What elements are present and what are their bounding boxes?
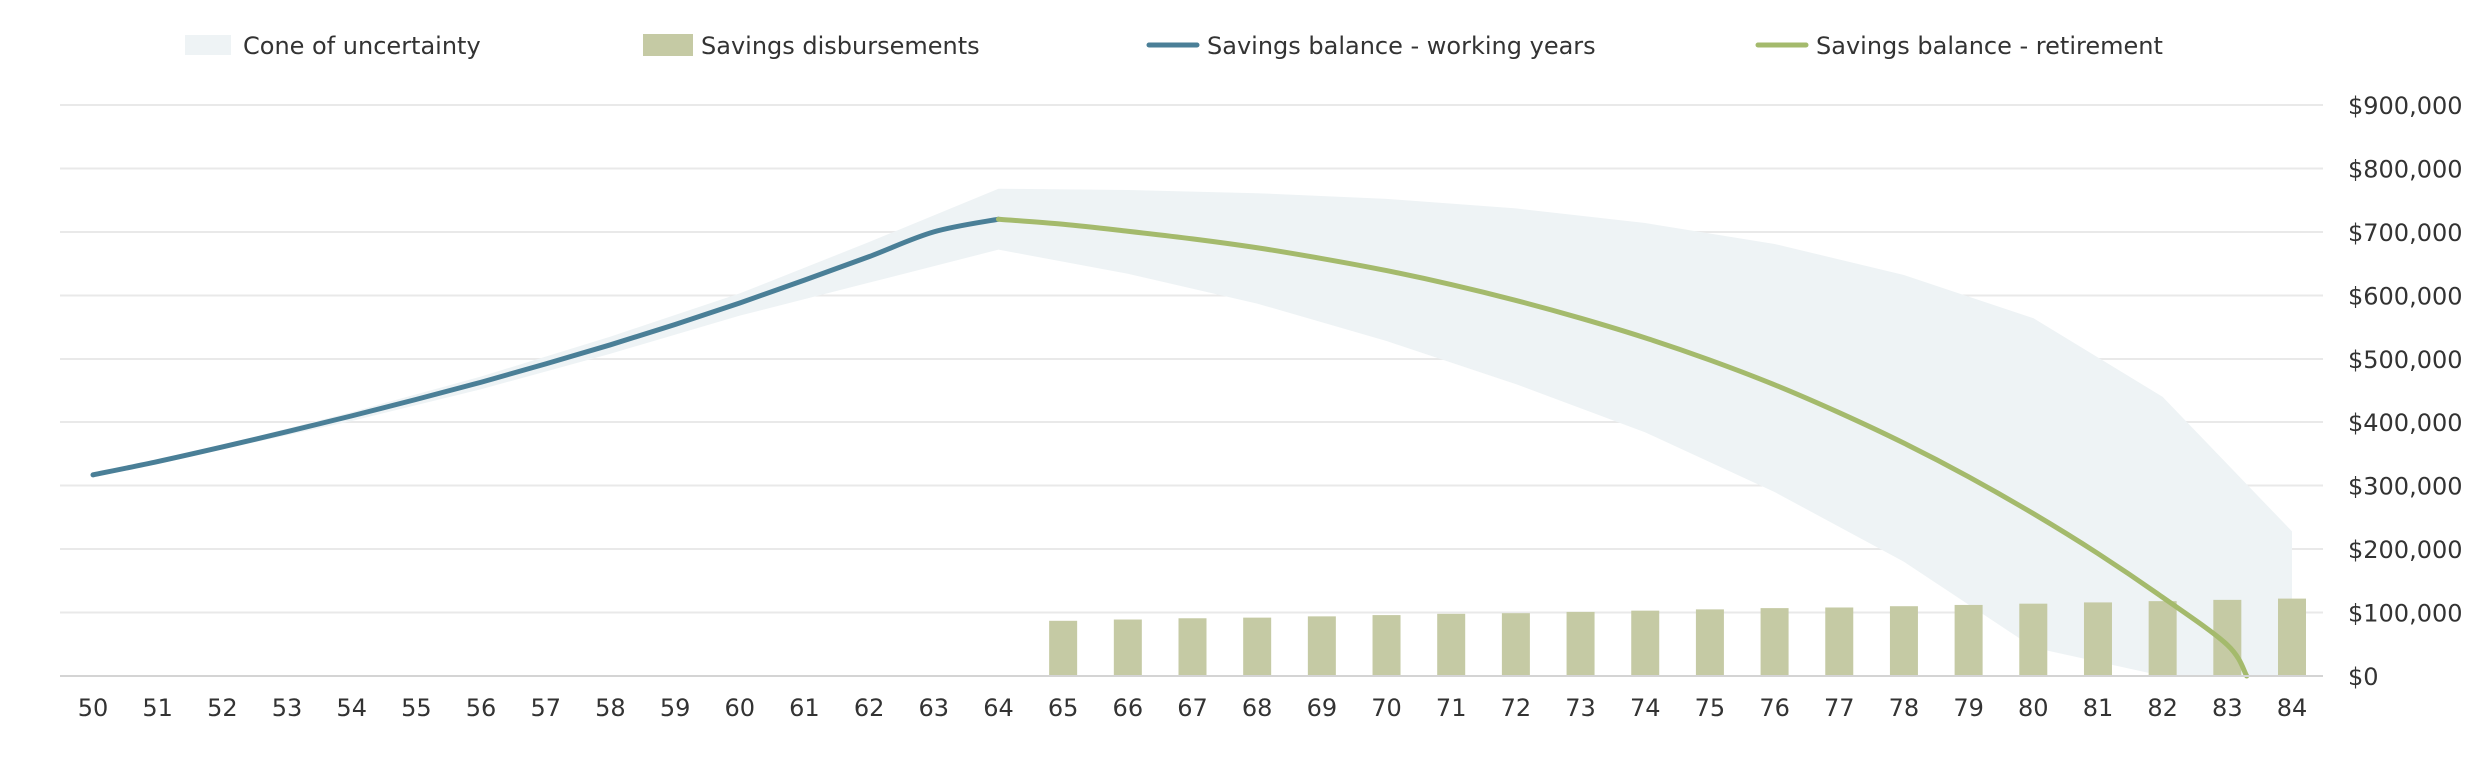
disbursement-bar-80	[2019, 603, 2048, 676]
disbursement-bar-67	[1178, 618, 1207, 676]
disbursement-bars	[1049, 598, 2306, 676]
disbursement-bar-76	[1760, 608, 1789, 676]
x-tick-label-59: 59	[660, 694, 691, 722]
disbursement-bar-79	[1954, 604, 1983, 676]
disbursement-bar-74	[1631, 610, 1660, 676]
legend-swatch-cone	[185, 35, 231, 55]
legend-label-disbursements: Savings disbursements	[701, 32, 980, 60]
x-tick-label-56: 56	[466, 694, 497, 722]
x-tick-label-54: 54	[336, 694, 367, 722]
disbursement-bar-70	[1372, 615, 1401, 676]
x-tick-label-71: 71	[1436, 694, 1467, 722]
y-tick-label-9: $900,000	[2348, 92, 2463, 120]
legend-item-working: Savings balance - working years	[1146, 32, 1596, 60]
x-tick-label-75: 75	[1695, 694, 1726, 722]
y-axis: $0 $100,000 $200,000 $300,000 $400,000 $500,0…	[2348, 92, 2463, 691]
x-axis: 50 51 52 53 54 55 56 57 58 59 60 61 62 63 64 65 66 67 68 69…	[60, 675, 2323, 722]
legend-label-working: Savings balance - working years	[1207, 32, 1596, 60]
disbursement-bar-82	[2148, 601, 2177, 676]
x-tick-label-64: 64	[983, 694, 1014, 722]
x-tick-label-79: 79	[1953, 694, 1984, 722]
x-tick-label-52: 52	[207, 694, 238, 722]
x-tick-label-60: 60	[724, 694, 755, 722]
disbursement-bar-75	[1695, 609, 1724, 676]
y-tick-label-8: $800,000	[2348, 155, 2463, 183]
x-tick-label-69: 69	[1307, 694, 1338, 722]
x-tick-label-82: 82	[2147, 694, 2178, 722]
disbursement-bar-72	[1501, 613, 1530, 676]
y-tick-label-3: $300,000	[2348, 473, 2463, 501]
x-tick-label-80: 80	[2018, 694, 2049, 722]
x-tick-label-57: 57	[530, 694, 561, 722]
disbursement-bar-69	[1307, 616, 1336, 676]
x-tick-label-65: 65	[1048, 694, 1079, 722]
legend-label-cone: Cone of uncertainty	[243, 32, 481, 60]
balance-lines	[90, 216, 2250, 679]
legend-label-retirement: Savings balance - retirement	[1816, 32, 2163, 60]
x-tick-label-62: 62	[854, 694, 885, 722]
x-tick-label-58: 58	[595, 694, 626, 722]
x-tick-label-77: 77	[1824, 694, 1855, 722]
retirement-balance-line	[995, 216, 2250, 679]
x-tick-label-73: 73	[1565, 694, 1596, 722]
disbursement-bar-65	[1049, 620, 1078, 676]
x-tick-label-76: 76	[1759, 694, 1790, 722]
legend: Cone of uncertainty Savings disbursements…	[185, 32, 2163, 60]
y-tick-label-0: $0	[2348, 663, 2379, 691]
working-years-balance-line	[90, 216, 1001, 478]
y-tick-label-7: $700,000	[2348, 219, 2463, 247]
disbursement-bar-71	[1437, 613, 1466, 676]
disbursement-bar-81	[2083, 602, 2112, 676]
x-tick-label-67: 67	[1177, 694, 1208, 722]
disbursement-bar-73	[1566, 611, 1595, 676]
x-tick-label-55: 55	[401, 694, 432, 722]
legend-item-cone: Cone of uncertainty	[185, 32, 481, 60]
y-tick-label-5: $500,000	[2348, 346, 2463, 374]
x-tick-label-74: 74	[1630, 694, 1661, 722]
legend-item-retirement: Savings balance - retirement	[1755, 32, 2163, 60]
disbursement-bar-84	[2278, 598, 2306, 676]
disbursement-bar-68	[1243, 617, 1272, 676]
x-tick-label-72: 72	[1501, 694, 1532, 722]
x-tick-label-84: 84	[2277, 694, 2308, 722]
x-tick-label-81: 81	[2083, 694, 2114, 722]
x-tick-label-53: 53	[272, 694, 303, 722]
y-tick-label-1: $100,000	[2348, 600, 2463, 628]
x-tick-label-51: 51	[142, 694, 173, 722]
x-tick-label-63: 63	[919, 694, 950, 722]
y-tick-label-2: $200,000	[2348, 536, 2463, 564]
x-tick-label-61: 61	[789, 694, 820, 722]
cone-of-uncertainty-band	[93, 188, 2292, 676]
disbursement-bar-78	[1889, 606, 1918, 676]
x-tick-label-78: 78	[1889, 694, 1920, 722]
disbursement-bar-77	[1825, 607, 1854, 676]
disbursement-bar-66	[1113, 619, 1142, 676]
x-tick-label-50: 50	[78, 694, 109, 722]
y-tick-label-4: $400,000	[2348, 409, 2463, 437]
legend-item-disbursements: Savings disbursements	[643, 32, 980, 60]
cone-of-uncertainty-area	[93, 188, 2292, 676]
x-tick-label-66: 66	[1113, 694, 1144, 722]
y-tick-label-6: $600,000	[2348, 282, 2463, 310]
x-tick-label-68: 68	[1242, 694, 1273, 722]
legend-swatch-disbursements	[643, 34, 693, 56]
x-tick-label-83: 83	[2212, 694, 2243, 722]
x-tick-label-70: 70	[1371, 694, 1402, 722]
